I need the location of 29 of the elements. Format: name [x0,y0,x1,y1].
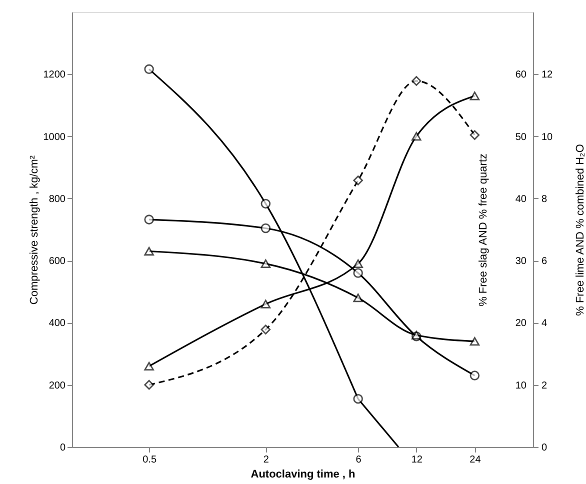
y2-axis-title: % Free slag AND % free quartz [478,154,490,306]
y3-tick-label: 0 [542,442,548,454]
y-tick-label: 600 [48,256,66,268]
y3-tick-label: 12 [542,70,554,81]
y-axis-title: Compressive strength , kg/cm² [28,155,40,305]
x-tick-label: 0.5 [142,454,157,466]
y2-tick-label: 30 [515,256,527,268]
x-tick-label: 6 [356,454,362,466]
y-tick-label: 1200 [43,70,66,81]
y3-axis-title: % Free lime AND % combined H₂O [574,144,586,316]
y-tick-label: 1000 [43,132,66,143]
y3-tick-label: 10 [542,132,554,143]
y2-tick-label: 50 [515,132,527,143]
x-axis-title: Autoclaving time , h [250,468,356,480]
x-tick-label: 12 [411,454,423,466]
y-tick-label: 0 [60,442,66,454]
y2-tick-label: 60 [515,70,527,81]
y2-tick-label: 20 [515,318,527,330]
y-tick-label: 800 [48,194,66,205]
y-tick-label: 400 [48,318,66,330]
y3-tick-label: 2 [542,380,548,392]
y-tick-label: 200 [48,380,66,392]
y2-tick-label: 10 [515,380,527,392]
x-tick-label: 24 [470,454,482,466]
y3-tick-label: 6 [542,256,548,268]
y3-tick-label: 8 [542,194,548,205]
y2-tick-label: 40 [515,194,527,205]
y3-tick-label: 4 [542,318,548,330]
x-tick-label: 2 [263,454,270,466]
